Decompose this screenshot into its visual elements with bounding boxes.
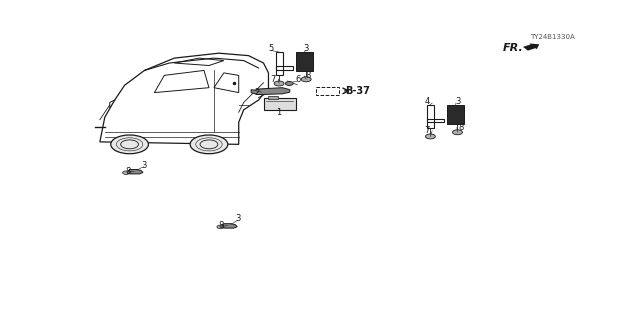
- Circle shape: [452, 130, 463, 135]
- Circle shape: [217, 225, 224, 228]
- Polygon shape: [222, 224, 237, 228]
- Text: 3: 3: [235, 214, 241, 223]
- Polygon shape: [447, 105, 465, 124]
- Circle shape: [274, 81, 284, 86]
- Circle shape: [190, 135, 228, 154]
- Circle shape: [123, 171, 129, 174]
- Circle shape: [426, 134, 435, 139]
- Text: 3: 3: [456, 97, 461, 106]
- Text: 8: 8: [458, 123, 463, 132]
- Circle shape: [285, 82, 293, 85]
- Text: 5: 5: [268, 44, 273, 53]
- Polygon shape: [296, 52, 313, 71]
- Text: 7: 7: [424, 126, 430, 135]
- Bar: [316, 87, 339, 95]
- Bar: [264, 98, 296, 110]
- Text: 8: 8: [125, 167, 131, 176]
- Text: TY24B1330A: TY24B1330A: [531, 34, 575, 40]
- Text: 7: 7: [271, 75, 276, 84]
- Text: 8: 8: [305, 71, 311, 80]
- Polygon shape: [128, 170, 143, 174]
- Text: 3: 3: [303, 44, 308, 53]
- Text: 6: 6: [296, 75, 301, 84]
- Text: 8: 8: [219, 221, 224, 230]
- Polygon shape: [251, 88, 290, 95]
- Circle shape: [301, 77, 311, 82]
- Text: 4: 4: [424, 97, 430, 106]
- Text: B-37: B-37: [345, 86, 370, 96]
- Text: 2: 2: [254, 88, 259, 97]
- Text: 1: 1: [276, 108, 281, 117]
- Bar: [269, 96, 278, 99]
- Circle shape: [111, 135, 148, 154]
- Text: 3: 3: [141, 161, 146, 170]
- Text: FR.: FR.: [503, 43, 524, 53]
- FancyArrow shape: [523, 44, 540, 51]
